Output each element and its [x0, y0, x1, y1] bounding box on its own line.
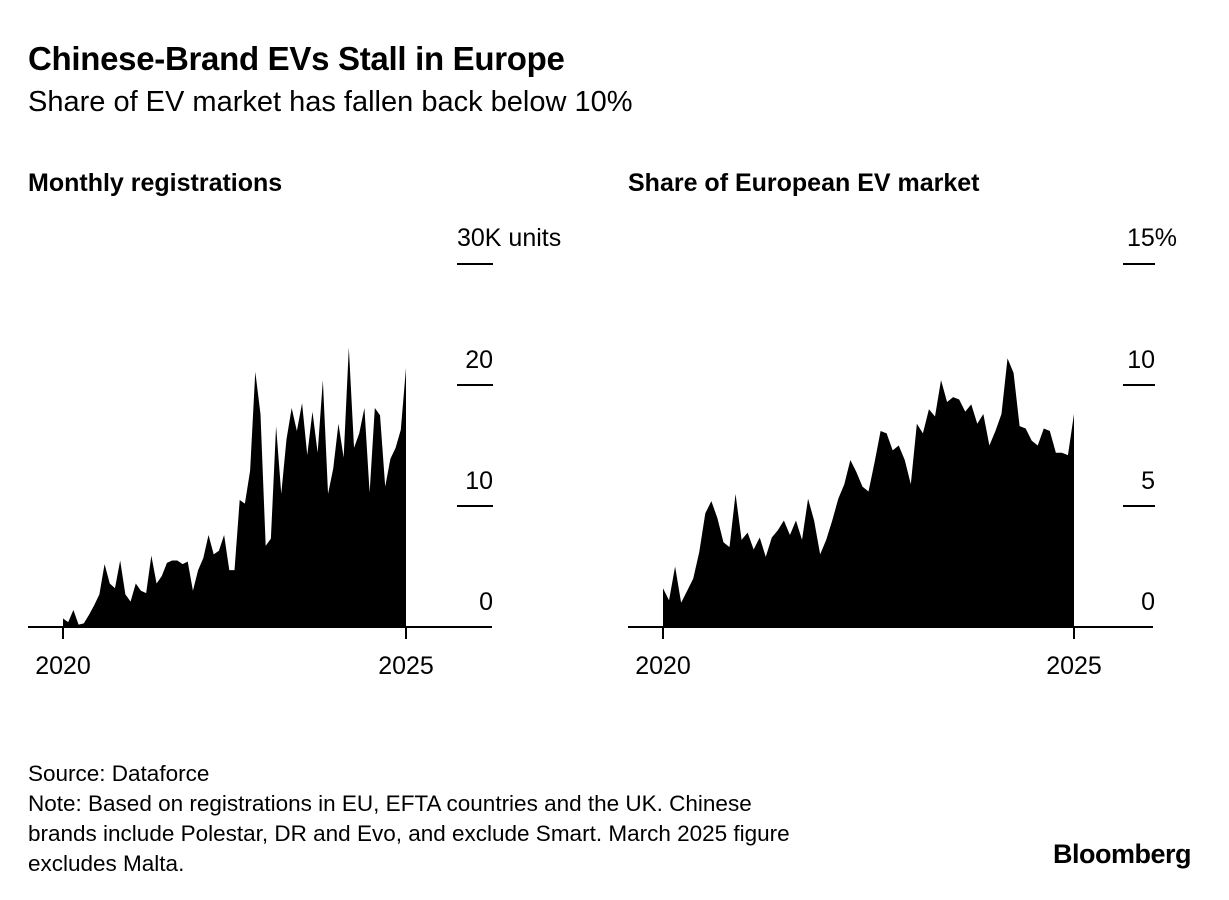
footer: Source: Dataforce Note: Based on registr…	[28, 759, 928, 879]
share-y-label-5: 5	[1141, 467, 1155, 495]
share-y-label-10: 10	[1127, 346, 1155, 374]
note-line-3: excludes Malta.	[28, 851, 185, 876]
registrations-chart: Monthly registrations 2020 2025 0 10 20 …	[28, 169, 561, 680]
registrations-x-label-2020: 2020	[35, 652, 91, 680]
bloomberg-logo: Bloomberg	[1052, 839, 1192, 869]
registrations-y-label-10: 10	[465, 467, 493, 495]
source-note: Source: Dataforce	[28, 761, 210, 786]
share-x-label-2025: 2025	[1046, 652, 1102, 680]
note-line-1: Note: Based on registrations in EU, EFTA…	[28, 791, 752, 816]
share-chart-title: Share of European EV market	[628, 169, 980, 197]
page-subtitle: Share of EV market has fallen back below…	[28, 86, 633, 118]
share-area	[663, 358, 1074, 627]
note-line-2: brands include Polestar, DR and Evo, and…	[28, 821, 790, 846]
registrations-area	[63, 347, 406, 627]
registrations-y-label-0: 0	[479, 588, 493, 616]
page-title: Chinese-Brand EVs Stall in Europe	[28, 40, 565, 77]
registrations-y-label-30: 30K units	[457, 224, 561, 252]
share-x-label-2020: 2020	[635, 652, 691, 680]
share-y-label-15: 15%	[1127, 224, 1177, 252]
registrations-y-label-20: 20	[465, 346, 493, 374]
registrations-chart-title: Monthly registrations	[28, 169, 282, 197]
share-y-label-0: 0	[1141, 588, 1155, 616]
registrations-x-label-2025: 2025	[378, 652, 434, 680]
share-chart: Share of European EV market 2020 2025 0 …	[628, 169, 1177, 680]
